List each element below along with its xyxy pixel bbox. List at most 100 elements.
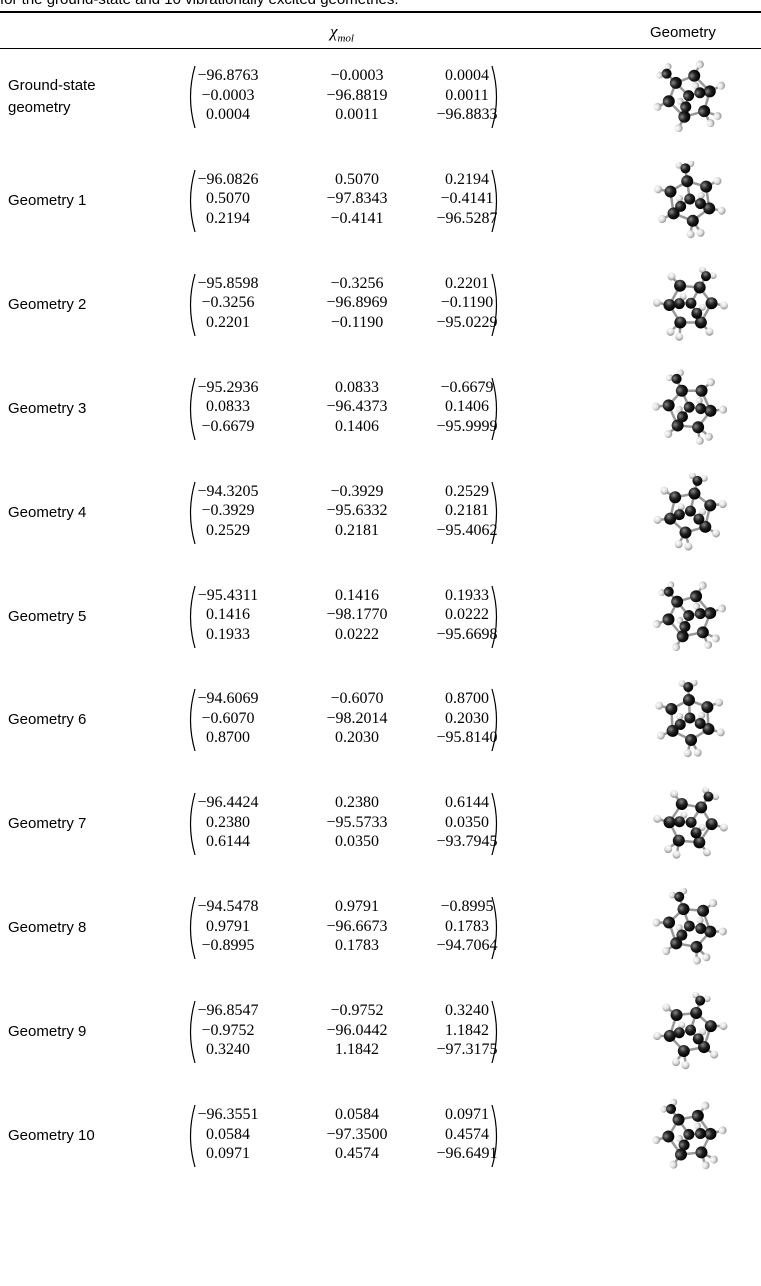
header-geometry: Geometry [650,24,716,41]
molecule-model [650,888,730,968]
paren-stroke [492,689,497,751]
matrix-entry: 0.4574 [312,1145,402,1163]
matrix-entry: 0.0833 [312,379,402,397]
molecule-image [650,1096,730,1176]
molecule [650,265,730,345]
row-label: Ground-state geometry [8,75,128,119]
matrix-entry: −96.8969 [312,294,402,312]
row-label: Geometry 9 [8,1021,128,1043]
matrix-entry: −0.4141 [312,210,402,228]
matrix-entry: 0.1406 [312,418,402,436]
molecule-model [650,992,730,1072]
right-paren [490,273,502,337]
molecule [650,992,730,1072]
right-paren [490,896,502,960]
molecule-image [650,888,730,968]
molecule-image [650,784,730,864]
right-paren [490,65,502,129]
matrix-entry: 0.1783 [312,937,402,955]
paren-stroke [492,586,497,648]
matrix-entry: −0.3256 [312,275,402,293]
matrix-entry: −96.6673 [312,918,402,936]
row-label: Geometry 2 [8,294,128,316]
left-paren [185,1104,197,1168]
row-label: Geometry 1 [8,190,128,212]
molecule [650,369,730,449]
molecule-model [650,577,730,657]
molecule-image [650,161,730,241]
paren-stroke [191,897,196,959]
header-subscript: mol [337,32,354,44]
molecule-model [650,473,730,553]
matrix-entry: 0.2181 [312,522,402,540]
matrix-entry: 0.0584 [312,1106,402,1124]
left-paren [185,688,197,752]
matrix-entry: −95.5733 [312,814,402,832]
molecule [650,57,730,137]
paren-stroke [191,586,196,648]
paren-stroke [492,378,497,440]
header-rule [0,48,761,49]
left-paren [185,377,197,441]
right-paren [490,1000,502,1064]
molecule-model [650,265,730,345]
left-paren [185,792,197,856]
molecule [650,888,730,968]
matrix-entry: 1.1842 [312,1041,402,1059]
matrix-entry: −98.2014 [312,710,402,728]
left-paren [185,896,197,960]
paren-stroke [191,170,196,232]
molecule-image [650,369,730,449]
molecule-image [650,992,730,1072]
matrix-entry: −96.4373 [312,398,402,416]
row-label: Geometry 3 [8,398,128,420]
matrix-entry: 0.0011 [312,106,402,124]
paren-stroke [191,66,196,128]
molecule-model [650,57,730,137]
matrix-entry: −0.0003 [312,67,402,85]
molecule-model [651,161,729,241]
row-label: Geometry 7 [8,813,128,835]
paren-stroke [191,274,196,336]
paren-stroke [191,1001,196,1063]
paren-stroke [191,482,196,544]
row-label: Geometry 4 [8,502,128,524]
matrix-entry: −0.1190 [312,314,402,332]
matrix-entry: 0.5070 [312,171,402,189]
page: {"caption": "for the ground-state and 10… [0,0,761,1286]
paren-stroke [191,378,196,440]
right-paren [490,688,502,752]
matrix-entry: 0.0350 [312,833,402,851]
molecule [650,577,730,657]
right-paren [490,377,502,441]
matrix-entry: 0.0222 [312,626,402,644]
molecule-model [650,1096,730,1176]
right-paren [490,169,502,233]
molecule-image [650,265,730,345]
molecule [650,473,730,553]
matrix-entry: 0.9791 [312,898,402,916]
matrix-entry: −0.9752 [312,1002,402,1020]
molecule [650,784,730,864]
matrix-entry: −97.3500 [312,1126,402,1144]
row-label: Geometry 6 [8,709,128,731]
right-paren [490,585,502,649]
matrix-entry: −96.0442 [312,1022,402,1040]
paren-stroke [492,1105,497,1167]
left-paren [185,273,197,337]
row-label: Geometry 5 [8,606,128,628]
matrix-entry: −98.1770 [312,606,402,624]
right-paren [490,792,502,856]
paren-stroke [191,793,196,855]
paren-stroke [191,1105,196,1167]
molecule-image [650,577,730,657]
paren-stroke [492,66,497,128]
paren-stroke [492,482,497,544]
caption: for the ground-state and 10 vibrationall… [0,0,399,8]
paren-stroke [492,793,497,855]
right-paren [490,1104,502,1168]
molecule-model [654,680,726,759]
left-paren [185,481,197,545]
molecule-image [650,473,730,553]
molecule-model [650,784,730,864]
